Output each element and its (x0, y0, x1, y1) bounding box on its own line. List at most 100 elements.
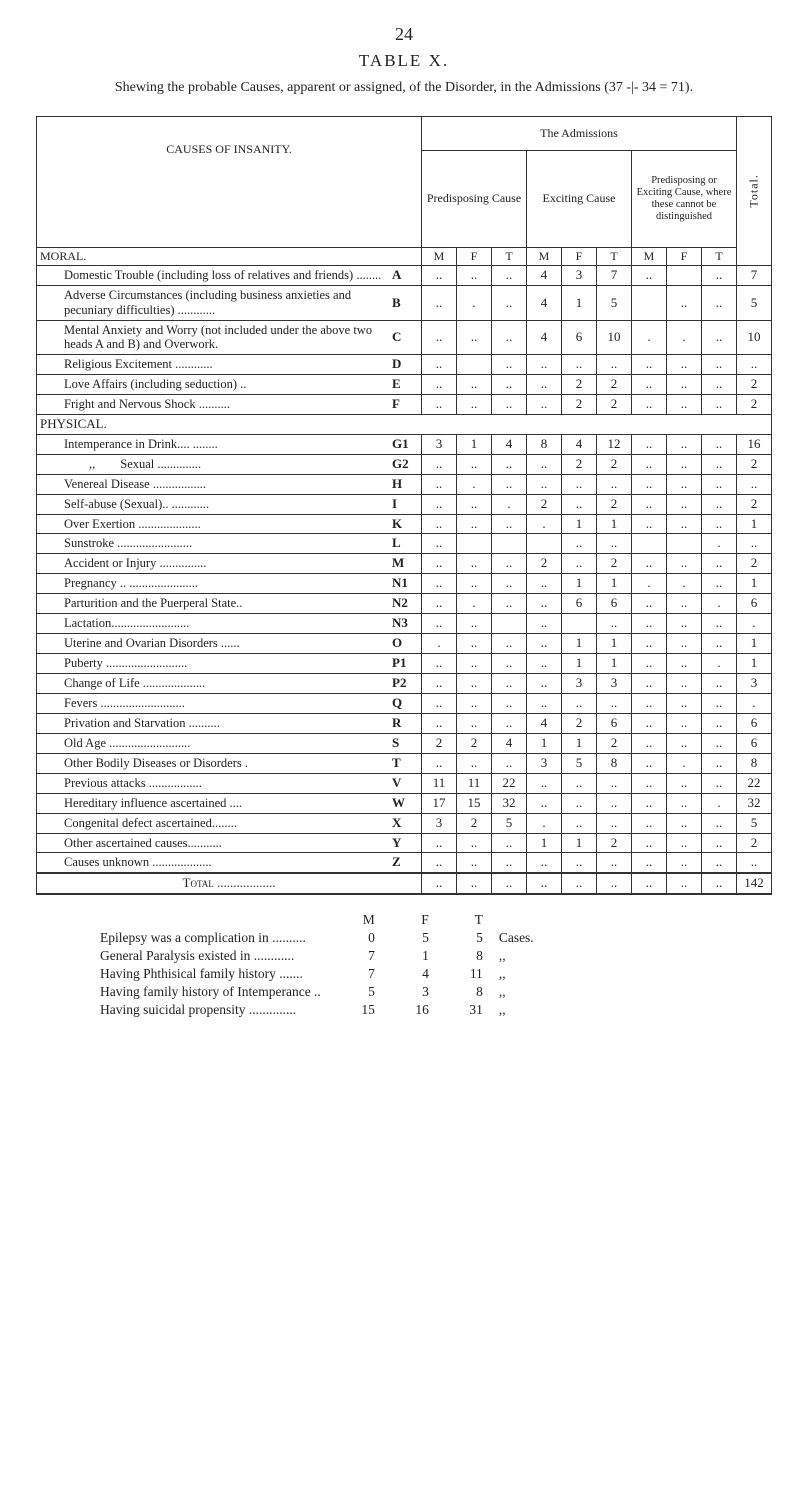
cell-wF: .. (667, 514, 702, 534)
cell-eT: 2 (597, 374, 632, 394)
table-row: Hereditary influence ascertained ....W17… (37, 793, 772, 813)
cell-wF: .. (667, 374, 702, 394)
cell-pM: .. (422, 753, 457, 773)
cell-wM (632, 534, 667, 554)
footer-row: Epilepsy was a complication in .........… (92, 929, 542, 947)
cell-pF: 2 (457, 813, 492, 833)
table-row: Domestic Trouble (including loss of rela… (37, 266, 772, 286)
cell-tot: 3 (737, 674, 772, 694)
row-label: Accident or Injury ............... (37, 554, 390, 574)
cell-pF: .. (457, 574, 492, 594)
table-row: Parturition and the Puerperal State..N2.… (37, 594, 772, 614)
cell-eF: .. (562, 793, 597, 813)
cell-eF: .. (562, 534, 597, 554)
total-eT: .. (597, 873, 632, 894)
total-pT: .. (492, 873, 527, 894)
row-label: Love Affairs (including seduction) .. (37, 374, 390, 394)
cell-wT: .. (702, 374, 737, 394)
cell-wM: .. (632, 853, 667, 873)
row-letter: N2 (389, 594, 422, 614)
cell-wF (667, 534, 702, 554)
cell-pF: .. (457, 394, 492, 414)
footer-t: 31 (437, 1001, 491, 1019)
row-letter: Y (389, 833, 422, 853)
cell-eM (527, 534, 562, 554)
col-m: M (527, 247, 562, 266)
footer-f: 16 (383, 1001, 437, 1019)
cell-wT: .. (702, 614, 737, 634)
cell-eT: .. (597, 693, 632, 713)
footer-col-m: M (329, 911, 383, 929)
cell-pF: . (457, 474, 492, 494)
cell-eM: 2 (527, 554, 562, 574)
cell-eT: 7 (597, 266, 632, 286)
cell-eT: 6 (597, 713, 632, 733)
cell-wT: .. (702, 494, 737, 514)
predisposing-header: Predisposing Cause (422, 151, 527, 248)
cell-eM: .. (527, 574, 562, 594)
cell-wF: .. (667, 733, 702, 753)
cell-pT: .. (492, 394, 527, 414)
cell-eF (562, 614, 597, 634)
cell-eM: . (527, 514, 562, 534)
cell-eT: .. (597, 614, 632, 634)
cell-pM: .. (422, 474, 457, 494)
cell-pT: .. (492, 514, 527, 534)
cell-tot: . (737, 693, 772, 713)
cell-tot: 2 (737, 374, 772, 394)
table-row: Self-abuse (Sexual).. ............I.....… (37, 494, 772, 514)
cell-tot: 1 (737, 514, 772, 534)
cell-eF: 1 (562, 514, 597, 534)
cell-tot: 2 (737, 454, 772, 474)
cell-pF: .. (457, 554, 492, 574)
page-number: 24 (36, 24, 772, 45)
cell-wT: .. (702, 853, 737, 873)
cell-eT: 2 (597, 733, 632, 753)
cell-pT: 4 (492, 733, 527, 753)
cell-tot: 8 (737, 753, 772, 773)
footer-unit: ,, (491, 965, 542, 983)
cell-pM: .. (422, 833, 457, 853)
cell-wT: .. (702, 474, 737, 494)
cell-pM: .. (422, 266, 457, 286)
row-label: Previous attacks ................. (37, 773, 390, 793)
cell-tot: 7 (737, 266, 772, 286)
table-row: Sunstroke ........................L.....… (37, 534, 772, 554)
cell-wM: . (632, 320, 667, 354)
cell-wF: .. (667, 614, 702, 634)
cell-pM: .. (422, 674, 457, 694)
cell-tot: 5 (737, 286, 772, 320)
cell-wF: .. (667, 634, 702, 654)
cell-wF: . (667, 320, 702, 354)
table-row: Adverse Circumstances (including busines… (37, 286, 772, 320)
cell-pM: .. (422, 286, 457, 320)
cell-pM: 3 (422, 434, 457, 454)
row-letter: P2 (389, 674, 422, 694)
row-label: Pregnancy .. ...................... (37, 574, 390, 594)
table-row: Change of Life ....................P2...… (37, 674, 772, 694)
total-wM: .. (632, 873, 667, 894)
cell-pF: .. (457, 713, 492, 733)
row-label: Parturition and the Puerperal State.. (37, 594, 390, 614)
cell-wF: .. (667, 494, 702, 514)
cell-wT: .. (702, 434, 737, 454)
total-eM: .. (527, 873, 562, 894)
cell-eF: 1 (562, 574, 597, 594)
cell-pM: .. (422, 594, 457, 614)
cell-eF: .. (562, 554, 597, 574)
cell-pT: 5 (492, 813, 527, 833)
row-letter: L (389, 534, 422, 554)
cell-wM: .. (632, 654, 667, 674)
cell-wF: . (667, 753, 702, 773)
cell-pT: 22 (492, 773, 527, 793)
cell-pM: .. (422, 355, 457, 375)
footer-unit: ,, (491, 947, 542, 965)
cell-eF: 2 (562, 374, 597, 394)
row-label: Adverse Circumstances (including busines… (37, 286, 390, 320)
cell-eF: 5 (562, 753, 597, 773)
cell-wM: .. (632, 554, 667, 574)
footer-row: Having suicidal propensity .............… (92, 1001, 542, 1019)
footer-label: Having suicidal propensity .............… (92, 1001, 329, 1019)
cell-wT: .. (702, 773, 737, 793)
cell-tot: . (737, 614, 772, 634)
